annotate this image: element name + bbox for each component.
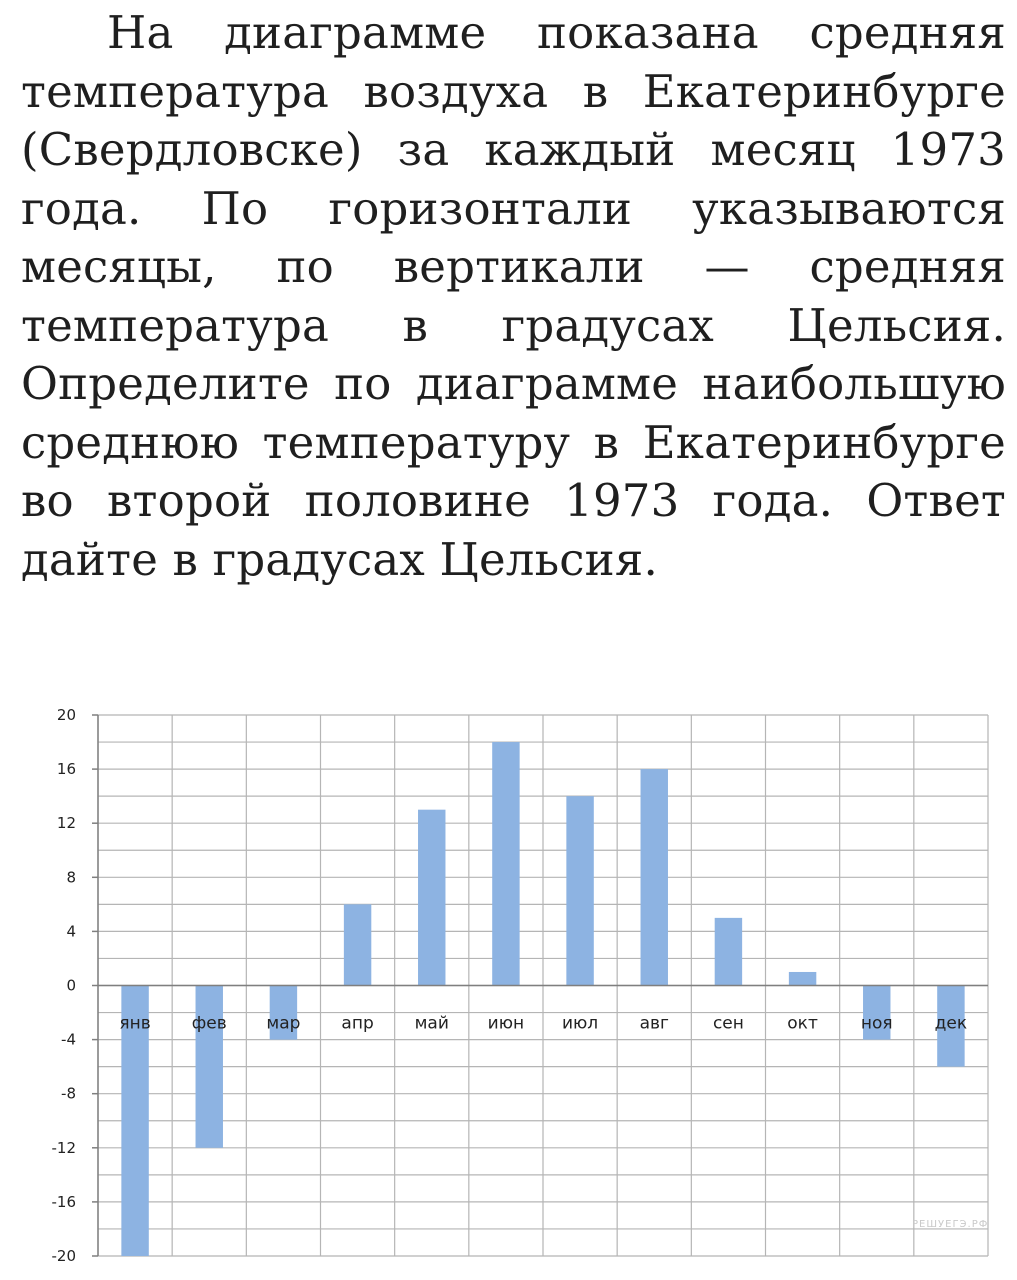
bar-апр bbox=[343, 904, 372, 986]
y-tick-label: 20 bbox=[57, 706, 76, 724]
chart-canvas: 20 16 12 8 4 0 -4 -8 -12 -16 -20 янв фев мар апр май ию… bbox=[52, 706, 989, 1265]
y-tick-label: 16 bbox=[57, 760, 76, 778]
bar-авг bbox=[640, 769, 668, 986]
axis-layer bbox=[92, 714, 988, 1257]
y-tick-label: 8 bbox=[66, 868, 76, 886]
bar-янв bbox=[121, 985, 149, 1256]
bar-окт bbox=[788, 971, 817, 986]
x-category-label: июн bbox=[488, 1014, 524, 1034]
bar-июн bbox=[492, 742, 520, 986]
x-category-label: мар bbox=[266, 1014, 300, 1034]
y-tick-label: -8 bbox=[61, 1085, 76, 1103]
temperature-bar-chart: 20 16 12 8 4 0 -4 -8 -12 -16 -20 янв фев мар апр май ию… bbox=[0, 690, 1017, 1280]
y-tick-label: -16 bbox=[52, 1193, 77, 1211]
x-category-label: апр bbox=[341, 1014, 373, 1034]
x-category-label: янв bbox=[119, 1014, 150, 1034]
x-category-label: сен bbox=[713, 1014, 744, 1034]
x-category-label: дек bbox=[935, 1014, 967, 1034]
y-tick-label: 12 bbox=[57, 814, 76, 832]
x-category-label: ноя bbox=[861, 1014, 893, 1034]
x-category-label: окт bbox=[787, 1014, 818, 1034]
bar-июл bbox=[566, 796, 594, 986]
y-tick-labels: 20 16 12 8 4 0 -4 -8 -12 -16 -20 bbox=[52, 706, 77, 1265]
x-category-label: июл bbox=[562, 1014, 598, 1034]
y-tick-label: -20 bbox=[52, 1247, 77, 1265]
bars-layer bbox=[121, 742, 965, 1256]
y-tick-label: -12 bbox=[52, 1139, 77, 1157]
x-category-label: май bbox=[415, 1014, 449, 1034]
y-tick-label: -4 bbox=[61, 1031, 76, 1049]
bar-фев bbox=[195, 985, 223, 1148]
y-tick-label: 4 bbox=[66, 922, 76, 940]
bar-дек bbox=[937, 985, 965, 1067]
x-category-label: фев bbox=[192, 1014, 227, 1034]
bar-сен bbox=[714, 917, 743, 986]
watermark: РЕШУЕГЭ.РФ bbox=[912, 1219, 988, 1230]
bar-май bbox=[418, 809, 446, 986]
y-tick-label: 0 bbox=[66, 977, 76, 995]
bar-мар bbox=[269, 985, 298, 1040]
problem-text: На диаграмме показана средняя температур… bbox=[21, 6, 1006, 586]
bar-ноя bbox=[863, 985, 891, 1040]
x-category-labels: янв фев мар апр май июн июл авг сен окт ноя дек bbox=[119, 1014, 967, 1034]
x-category-label: авг bbox=[640, 1014, 669, 1034]
